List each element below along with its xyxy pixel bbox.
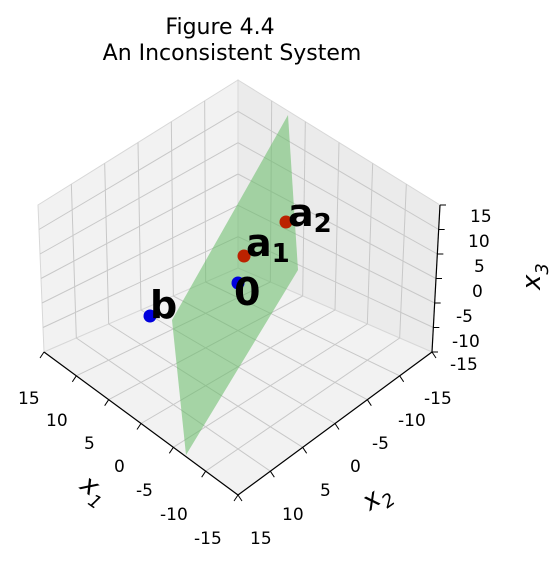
chart-title: Figure 4.4 [165, 15, 274, 40]
tick-mark [71, 375, 77, 383]
label-a1: a1 [246, 221, 290, 269]
x3-tick-label: 10 [468, 232, 490, 252]
x2-tick-label: -5 [372, 434, 389, 454]
x1-axis-label: x1 [70, 469, 113, 514]
tick-mark [237, 494, 243, 502]
x3-tick-label: -10 [452, 332, 480, 352]
point-a2 [279, 215, 293, 229]
x1-tick-label: 5 [84, 434, 95, 454]
label-a2: a2 [288, 191, 332, 239]
tick-mark [334, 423, 340, 430]
tick-mark [104, 399, 110, 406]
grid-line [42, 236, 239, 328]
x3-tick-labels: 15 10 5 0 -5 -10 -15 [450, 207, 492, 375]
tick-mark [269, 470, 275, 478]
x3-tick-label: 5 [474, 257, 485, 277]
x1-tick-label: 15 [18, 389, 40, 409]
x2-axis-label: x2 [356, 477, 399, 522]
x1-tick-label: -5 [136, 481, 153, 501]
x1-tick-label: 10 [46, 411, 68, 431]
x3-tick-label: -15 [450, 355, 478, 375]
x2-tick-label: -10 [398, 411, 426, 431]
x2-tick-label: 10 [282, 505, 304, 525]
x2-tick-label: -15 [424, 389, 452, 409]
tick-mark [431, 351, 437, 359]
tick-mark [399, 375, 405, 383]
tick-mark [136, 423, 142, 430]
point-origin [231, 276, 245, 290]
tick-mark [233, 494, 239, 502]
label-origin: 0 [234, 270, 260, 314]
x2-tick-label: 0 [350, 457, 361, 477]
tick-mark [366, 399, 372, 406]
x3-tick-label: 0 [472, 282, 483, 302]
tick-mark [201, 470, 207, 478]
point-b [143, 309, 157, 323]
label-b: b [150, 283, 177, 327]
point-a1 [237, 249, 251, 263]
tick-marks [39, 204, 446, 502]
x1-tick-labels: 15 10 5 0 -5 -10 -15 [18, 389, 222, 549]
x1-tick-label: -10 [160, 505, 188, 525]
x3-tick-label: -5 [456, 307, 473, 327]
x2-tick-labels: -15 -10 -5 0 5 10 15 [250, 389, 452, 549]
x1-tick-label: 0 [114, 457, 125, 477]
tick-mark [168, 447, 174, 454]
x3-axis-label: x3 [517, 263, 553, 291]
tick-mark [302, 447, 308, 454]
x3-tick-label: 15 [470, 207, 492, 227]
x2-tick-label: 15 [250, 529, 272, 549]
x1-tick-label: -15 [194, 529, 222, 549]
x2-tick-label: 5 [320, 481, 331, 501]
tick-mark [39, 351, 45, 359]
grid-line [205, 337, 400, 472]
chart-subtitle: An Inconsistent System [103, 41, 362, 66]
